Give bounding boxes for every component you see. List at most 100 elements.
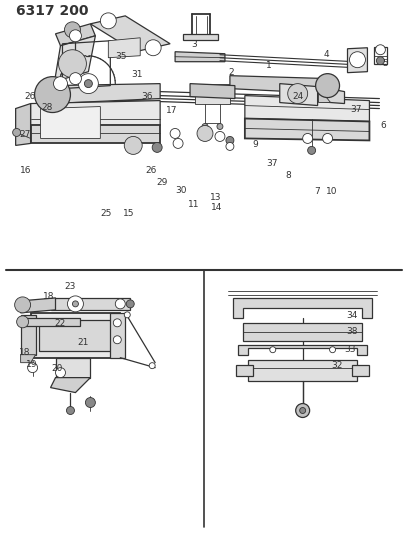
Text: 27: 27: [20, 130, 31, 139]
Text: 19: 19: [27, 360, 38, 369]
Circle shape: [226, 142, 234, 150]
Text: 16: 16: [20, 166, 31, 175]
Polygon shape: [195, 84, 230, 103]
Polygon shape: [21, 315, 35, 354]
Text: 25: 25: [100, 209, 111, 218]
Circle shape: [53, 77, 67, 91]
Circle shape: [375, 45, 386, 55]
Circle shape: [323, 133, 333, 143]
Text: 2: 2: [228, 68, 234, 77]
Circle shape: [115, 299, 125, 309]
Circle shape: [377, 56, 384, 64]
Text: 31: 31: [131, 70, 143, 79]
Circle shape: [215, 132, 225, 141]
Text: 18: 18: [42, 292, 54, 301]
Polygon shape: [21, 354, 35, 362]
Text: 13: 13: [211, 193, 222, 202]
Circle shape: [303, 133, 313, 143]
Circle shape: [100, 13, 116, 29]
Polygon shape: [245, 95, 369, 122]
Polygon shape: [55, 358, 91, 377]
Circle shape: [69, 72, 82, 85]
Text: 24: 24: [292, 92, 303, 101]
Text: 8: 8: [285, 171, 290, 180]
Polygon shape: [245, 118, 369, 140]
Text: 32: 32: [332, 361, 343, 369]
Circle shape: [78, 74, 98, 94]
Text: 6: 6: [381, 121, 387, 130]
Text: 37: 37: [266, 159, 278, 168]
Text: 26: 26: [146, 166, 157, 175]
Polygon shape: [280, 84, 317, 106]
Circle shape: [270, 347, 276, 353]
Polygon shape: [175, 52, 225, 62]
Text: 22: 22: [54, 319, 65, 328]
Circle shape: [73, 301, 78, 307]
Circle shape: [13, 128, 21, 136]
Circle shape: [149, 362, 155, 369]
Circle shape: [217, 124, 223, 130]
Polygon shape: [317, 87, 344, 103]
Text: 10: 10: [326, 187, 338, 196]
Text: 33: 33: [344, 345, 356, 354]
Circle shape: [126, 300, 134, 308]
Circle shape: [55, 368, 65, 377]
Text: 18: 18: [19, 348, 31, 357]
Text: 23: 23: [64, 282, 76, 292]
Circle shape: [124, 136, 142, 155]
Circle shape: [197, 125, 213, 141]
Polygon shape: [230, 76, 330, 94]
Text: 20: 20: [52, 364, 63, 373]
Circle shape: [64, 22, 80, 38]
Circle shape: [28, 362, 38, 373]
Text: 30: 30: [175, 186, 186, 195]
Text: 6317 200: 6317 200: [16, 4, 88, 18]
Polygon shape: [317, 87, 330, 102]
Text: 9: 9: [252, 140, 258, 149]
Circle shape: [85, 398, 95, 408]
Circle shape: [173, 139, 183, 148]
Polygon shape: [91, 16, 170, 52]
Text: 15: 15: [123, 209, 135, 218]
Polygon shape: [16, 103, 31, 146]
Polygon shape: [51, 377, 91, 393]
Text: 14: 14: [211, 203, 222, 212]
Circle shape: [35, 77, 71, 112]
Text: 1: 1: [266, 61, 272, 70]
Circle shape: [17, 316, 29, 328]
Polygon shape: [51, 298, 130, 310]
Polygon shape: [238, 345, 368, 354]
Polygon shape: [243, 323, 362, 341]
Circle shape: [226, 136, 234, 144]
Text: 5: 5: [382, 59, 388, 68]
Circle shape: [350, 52, 366, 68]
Text: 29: 29: [156, 178, 168, 187]
Circle shape: [299, 408, 306, 414]
Circle shape: [113, 319, 121, 327]
Polygon shape: [31, 313, 120, 358]
Polygon shape: [348, 48, 368, 72]
Polygon shape: [109, 38, 140, 58]
Circle shape: [67, 296, 83, 312]
Text: 36: 36: [141, 92, 153, 101]
Circle shape: [308, 147, 316, 155]
Polygon shape: [190, 84, 235, 99]
Polygon shape: [39, 320, 112, 351]
Text: 3: 3: [191, 40, 197, 49]
Polygon shape: [40, 107, 100, 139]
Text: 34: 34: [346, 311, 357, 320]
Circle shape: [67, 407, 74, 415]
Polygon shape: [31, 101, 160, 125]
Circle shape: [296, 403, 310, 417]
Text: 37: 37: [351, 106, 362, 114]
Circle shape: [316, 74, 339, 98]
Polygon shape: [110, 313, 125, 358]
Circle shape: [84, 79, 92, 87]
Text: 21: 21: [77, 338, 89, 347]
Polygon shape: [353, 365, 369, 376]
Polygon shape: [248, 360, 357, 381]
Polygon shape: [31, 125, 160, 143]
Circle shape: [202, 124, 208, 130]
Text: 11: 11: [188, 200, 199, 209]
Circle shape: [124, 312, 130, 318]
